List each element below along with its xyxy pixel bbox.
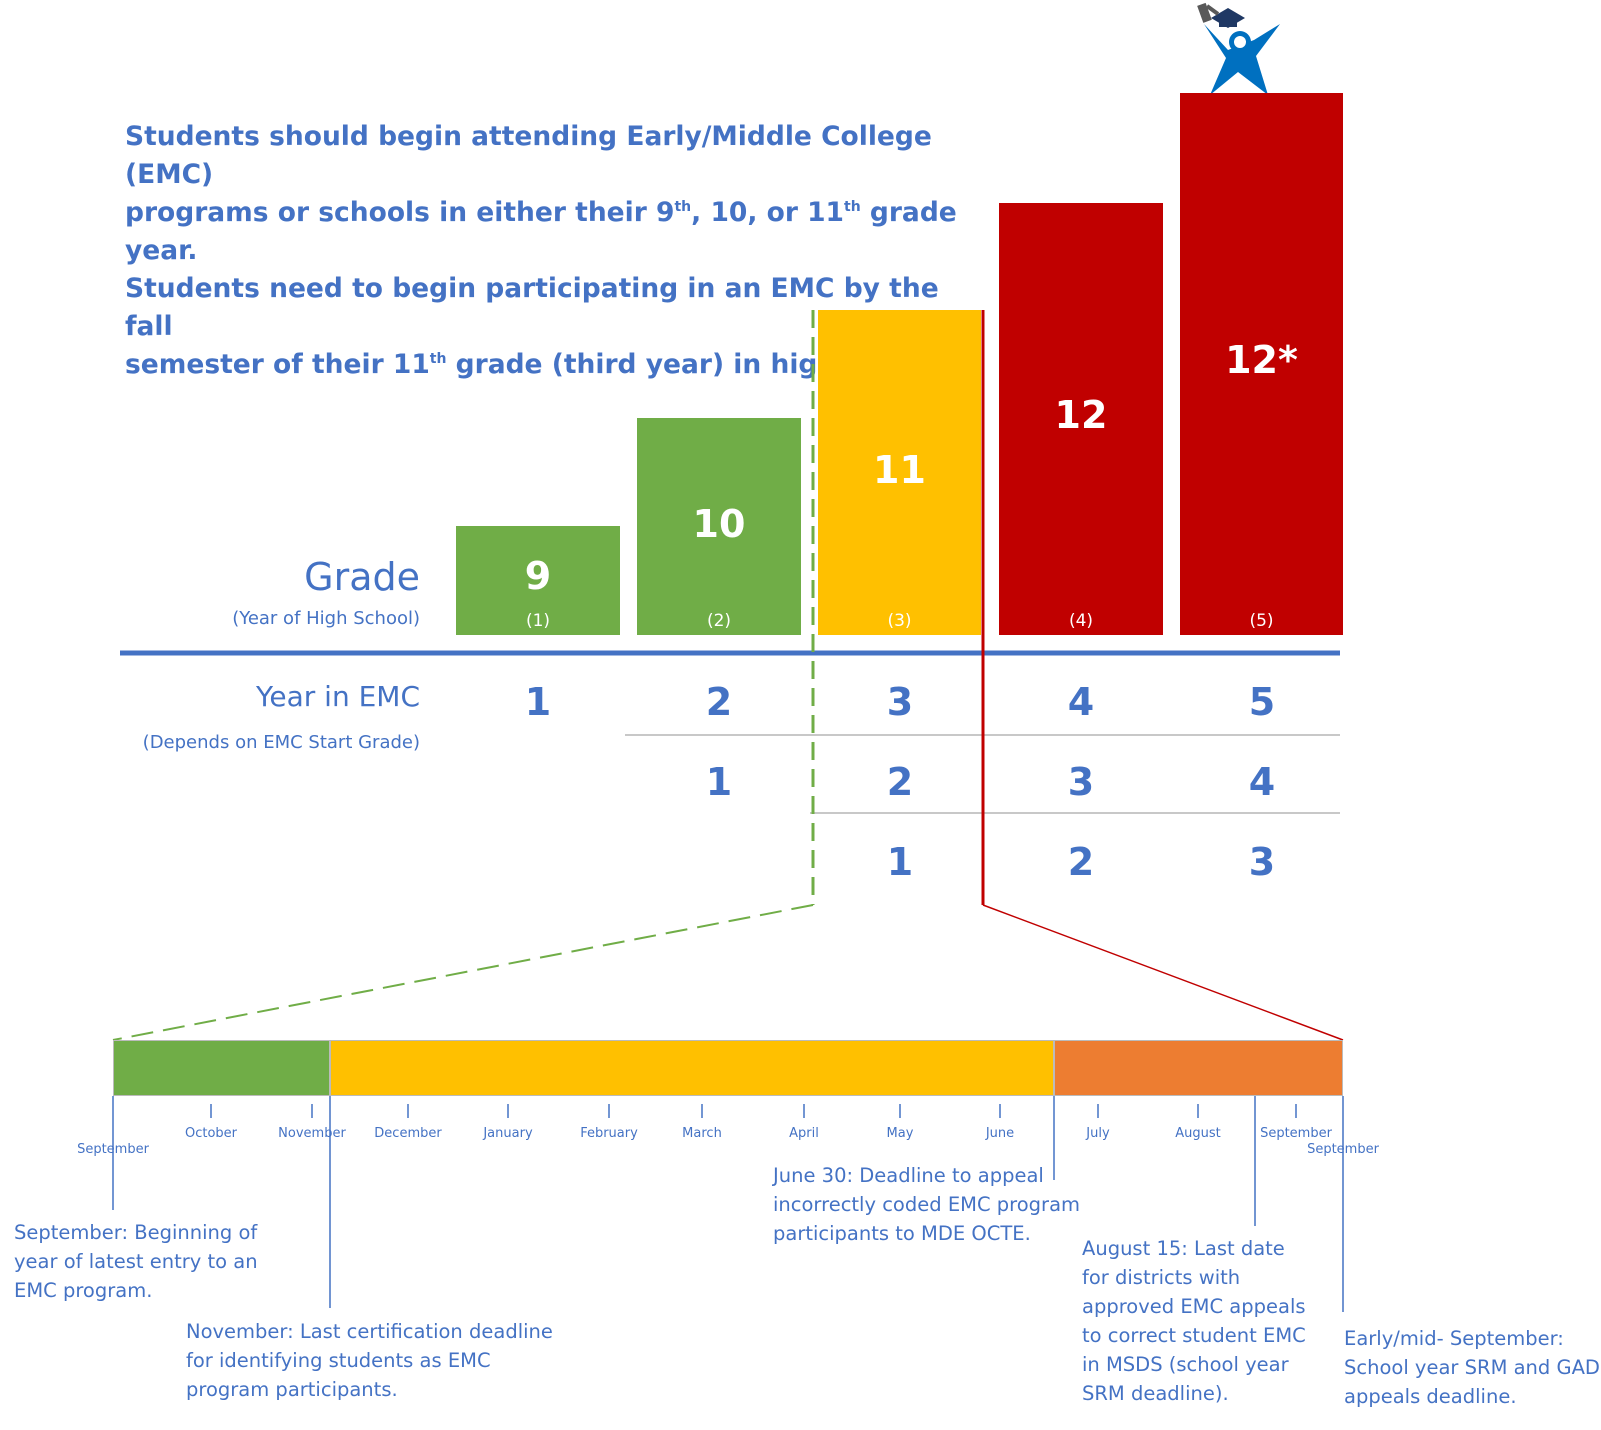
emc-year-cell: 3 xyxy=(1248,840,1276,884)
emc-axis-sublabel: (Depends on EMC Start Grade) xyxy=(142,732,420,753)
note-august-15: August 15: Last date for districts with … xyxy=(1082,1237,1306,1405)
grade-year: (1) xyxy=(525,611,551,631)
month-label: December xyxy=(374,1126,442,1141)
grade-bar-12: 12 (4) xyxy=(999,203,1163,635)
emc-year-cell: 3 xyxy=(886,680,914,724)
grade-year: (3) xyxy=(887,611,912,631)
grade-number: 12* xyxy=(1225,338,1298,382)
emc-year-cell: 1 xyxy=(886,840,914,884)
emc-year-cell: 1 xyxy=(705,760,733,804)
month-label: July xyxy=(1086,1126,1110,1141)
month-label: April xyxy=(789,1126,819,1141)
grade-bar-11: 11 (3) xyxy=(818,310,981,635)
month-label: June xyxy=(985,1126,1015,1141)
intro-sup: th xyxy=(429,351,447,368)
emc-year-cell: 1 xyxy=(524,680,552,724)
grade-axis-sublabel: (Year of High School) xyxy=(232,608,420,629)
intro-sup: th xyxy=(674,199,692,216)
month-label: November xyxy=(278,1126,346,1141)
grade-number: 12 xyxy=(1054,393,1108,437)
intro-sup: th xyxy=(844,199,861,216)
emc-year-cell: 4 xyxy=(1248,760,1276,804)
note-early-september: Early/mid- September: School year SRM an… xyxy=(1344,1327,1600,1408)
month-label: August xyxy=(1175,1126,1221,1141)
note-november: November: Last certification deadline fo… xyxy=(186,1320,553,1401)
emc-year-cell: 5 xyxy=(1248,680,1276,724)
month-label: February xyxy=(580,1126,638,1141)
grade-number: 10 xyxy=(692,502,746,546)
intro-line-3: Students need to begin participating in … xyxy=(125,273,939,342)
green-dashed-connector xyxy=(112,904,814,1041)
intro-line-2a: programs or schools in either their 9 xyxy=(125,197,675,228)
note-june-30: June 30: Deadline to appeal incorrectly … xyxy=(773,1164,1081,1245)
grade-bar-12-star: 12* (5) xyxy=(1180,93,1343,635)
grade-number: 11 xyxy=(873,448,926,492)
intro-text: Students should begin attending Early/Mi… xyxy=(125,118,985,384)
graduate-icon xyxy=(1197,2,1280,95)
intro-line-2b: , 10, or 11 xyxy=(691,197,844,228)
grade-bar-9: 9 (1) xyxy=(456,526,620,635)
emc-year-cell: 3 xyxy=(1067,760,1095,804)
grade-year: (5) xyxy=(1249,611,1274,631)
red-connector xyxy=(982,904,1344,1041)
grade-bar-10: 10 (2) xyxy=(637,418,801,635)
timeline-segment-green xyxy=(113,1040,330,1096)
grade-axis-label: Grade xyxy=(304,555,420,599)
emc-year-cell: 4 xyxy=(1067,680,1095,724)
grade-year: (2) xyxy=(706,611,732,631)
timeline-segment-orange xyxy=(1054,1040,1343,1096)
intro-line-2c: grade year. xyxy=(125,197,957,266)
grade-year: (4) xyxy=(1068,611,1094,631)
emc-year-cell: 2 xyxy=(1067,840,1095,884)
month-label: September xyxy=(1307,1142,1379,1157)
month-label: September xyxy=(77,1142,149,1157)
emc-year-cell: 2 xyxy=(705,680,733,724)
emc-year-cell: 2 xyxy=(886,760,914,804)
month-label: October xyxy=(184,1126,238,1141)
intro-line-1: Students should begin attending Early/Mi… xyxy=(125,121,932,190)
timeline-segment-yellow xyxy=(330,1040,1054,1096)
grade-number: 9 xyxy=(524,554,552,598)
month-label: May xyxy=(886,1126,914,1141)
month-label: September xyxy=(1260,1126,1332,1141)
emc-axis-label: Year in EMC xyxy=(255,680,420,713)
month-label: January xyxy=(483,1126,533,1141)
note-september: September: Beginning of year of latest e… xyxy=(14,1221,258,1302)
month-label: March xyxy=(682,1126,722,1141)
intro-line-4a: semester of their 11 xyxy=(125,349,430,380)
